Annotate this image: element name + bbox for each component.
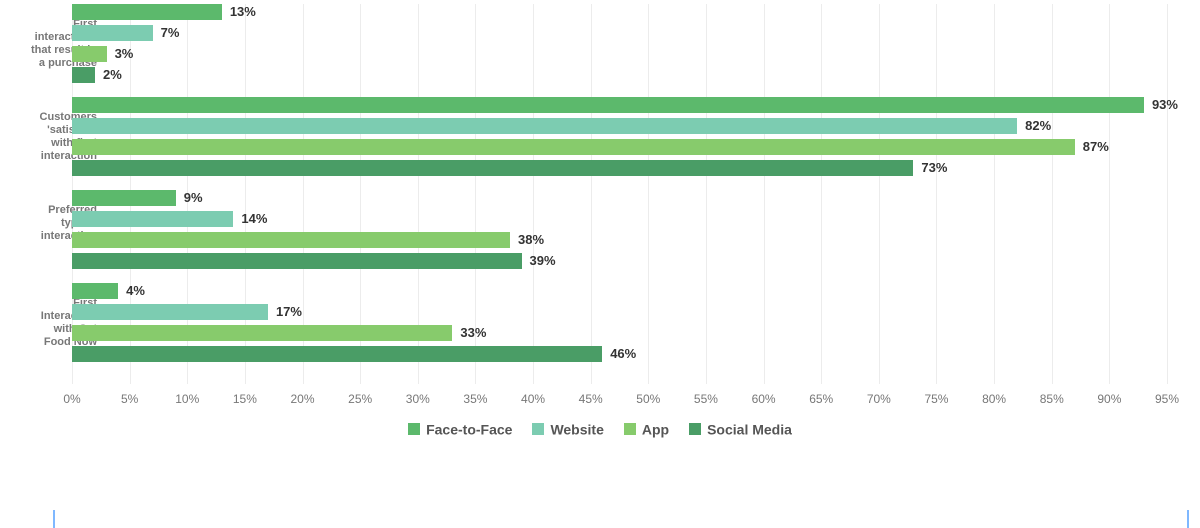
x-tick-label: 15% <box>225 392 265 406</box>
bar-value-label: 93% <box>1152 97 1178 113</box>
grid-line <box>533 4 534 384</box>
x-tick-label: 55% <box>686 392 726 406</box>
grid-line <box>994 4 995 384</box>
legend-item: Website <box>532 420 603 437</box>
bar-value-label: 87% <box>1083 139 1109 155</box>
bar <box>72 283 118 299</box>
legend-item: App <box>624 420 669 437</box>
legend-label: Face-to-Face <box>426 421 512 437</box>
x-tick-label: 20% <box>283 392 323 406</box>
bar <box>72 253 522 269</box>
bar-value-label: 33% <box>460 325 486 341</box>
grid-line <box>648 4 649 384</box>
bar-value-label: 2% <box>103 67 122 83</box>
bar-value-label: 4% <box>126 283 145 299</box>
x-tick-label: 30% <box>398 392 438 406</box>
grid-line <box>821 4 822 384</box>
bar-value-label: 17% <box>276 304 302 320</box>
bar-value-label: 14% <box>241 211 267 227</box>
bar <box>72 118 1017 134</box>
legend-label: Social Media <box>707 421 792 437</box>
grid-line <box>591 4 592 384</box>
x-tick-label: 65% <box>801 392 841 406</box>
x-tick-label: 80% <box>974 392 1014 406</box>
bar <box>72 232 510 248</box>
grouped-bar-chart: 0% 5% 10% 15% 20% 25% 30% 35% 40% 45% 50% 55% 60% 65%… <box>0 0 1200 528</box>
x-tick-label: 95% <box>1147 392 1187 406</box>
legend: Face-to-Face Website App Social Media <box>0 420 1200 438</box>
x-tick-label: 35% <box>455 392 495 406</box>
grid-line <box>1109 4 1110 384</box>
bar-value-label: 3% <box>115 46 134 62</box>
legend-label: App <box>642 421 669 437</box>
x-tick-label: 90% <box>1089 392 1129 406</box>
x-tick-label: 70% <box>859 392 899 406</box>
decor-tick-right <box>1187 510 1189 528</box>
grid-line <box>879 4 880 384</box>
grid-line <box>1167 4 1168 384</box>
bar <box>72 190 176 206</box>
x-tick-label: 85% <box>1032 392 1072 406</box>
bar <box>72 25 153 41</box>
x-tick-label: 60% <box>744 392 784 406</box>
bar <box>72 97 1144 113</box>
bar <box>72 346 602 362</box>
x-tick-label: 40% <box>513 392 553 406</box>
legend-label: Website <box>550 421 603 437</box>
legend-swatch <box>689 423 701 435</box>
x-tick-label: 5% <box>110 392 150 406</box>
bar-value-label: 73% <box>921 160 947 176</box>
legend-item: Face-to-Face <box>408 420 512 437</box>
bar <box>72 67 95 83</box>
bar-value-label: 39% <box>530 253 556 269</box>
x-tick-label: 25% <box>340 392 380 406</box>
bar-value-label: 82% <box>1025 118 1051 134</box>
bar <box>72 46 107 62</box>
decor-tick-left <box>53 510 55 528</box>
bar <box>72 211 233 227</box>
bar-value-label: 7% <box>161 25 180 41</box>
bar <box>72 139 1075 155</box>
x-tick-label: 50% <box>628 392 668 406</box>
bar <box>72 160 913 176</box>
x-tick-label: 75% <box>916 392 956 406</box>
legend-swatch <box>408 423 420 435</box>
bar <box>72 4 222 20</box>
grid-line <box>1052 4 1053 384</box>
bar-value-label: 9% <box>184 190 203 206</box>
x-tick-label: 10% <box>167 392 207 406</box>
bar <box>72 304 268 320</box>
grid-line <box>936 4 937 384</box>
legend-swatch <box>532 423 544 435</box>
legend-item: Social Media <box>689 420 792 437</box>
bar-value-label: 13% <box>230 4 256 20</box>
grid-line <box>764 4 765 384</box>
x-tick-label: 45% <box>571 392 611 406</box>
legend-swatch <box>624 423 636 435</box>
bar-value-label: 38% <box>518 232 544 248</box>
bar <box>72 325 452 341</box>
grid-line <box>706 4 707 384</box>
bar-value-label: 46% <box>610 346 636 362</box>
x-tick-label: 0% <box>52 392 92 406</box>
